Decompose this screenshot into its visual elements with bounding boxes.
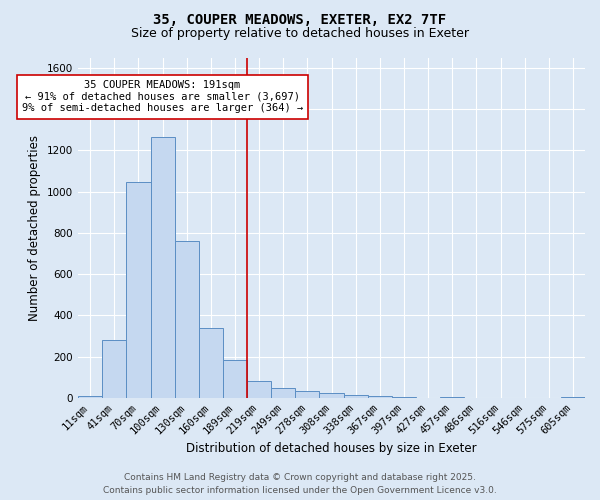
Bar [295, 391, 319, 398]
Bar [175, 241, 199, 398]
Bar [151, 137, 175, 398]
Y-axis label: Number of detached properties: Number of detached properties [28, 134, 41, 320]
Bar [368, 396, 392, 398]
Bar [271, 388, 295, 398]
Bar [344, 396, 368, 398]
Bar [78, 396, 102, 398]
Text: 35 COUPER MEADOWS: 191sqm
← 91% of detached houses are smaller (3,697)
9% of sem: 35 COUPER MEADOWS: 191sqm ← 91% of detac… [22, 80, 303, 114]
Text: 35, COUPER MEADOWS, EXETER, EX2 7TF: 35, COUPER MEADOWS, EXETER, EX2 7TF [154, 12, 446, 26]
Bar [247, 382, 271, 398]
Bar [199, 328, 223, 398]
Text: Contains HM Land Registry data © Crown copyright and database right 2025.
Contai: Contains HM Land Registry data © Crown c… [103, 474, 497, 495]
Text: Size of property relative to detached houses in Exeter: Size of property relative to detached ho… [131, 28, 469, 40]
Bar [223, 360, 247, 398]
Bar [319, 393, 344, 398]
X-axis label: Distribution of detached houses by size in Exeter: Distribution of detached houses by size … [186, 442, 477, 455]
Bar [102, 340, 127, 398]
Bar [127, 182, 151, 398]
Bar [440, 397, 464, 398]
